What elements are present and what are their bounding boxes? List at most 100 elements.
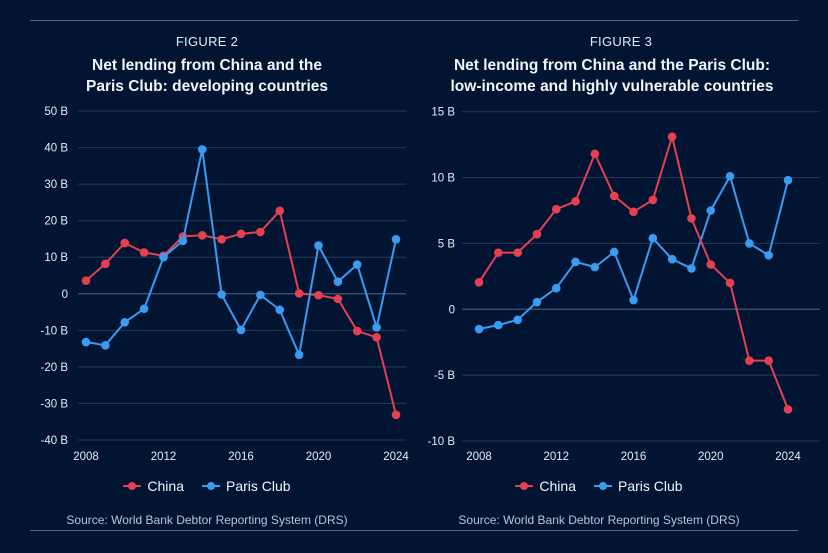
china-point-2017[interactable]	[648, 195, 658, 205]
china-point-2021[interactable]	[333, 294, 343, 304]
paris-club-point-2011[interactable]	[139, 304, 149, 314]
paris-club-point-2020[interactable]	[706, 206, 716, 215]
china-point-2023[interactable]	[764, 356, 773, 365]
china-point-2013[interactable]	[571, 196, 580, 206]
paris-club-point-2012[interactable]	[551, 283, 561, 293]
legend-item-china[interactable]: China	[515, 478, 576, 494]
paris-club-point-2013[interactable]	[178, 236, 188, 246]
paris-club-point-2015[interactable]	[217, 290, 226, 299]
china-point-2019[interactable]	[687, 214, 696, 223]
paris-club-point-2021[interactable]	[725, 171, 735, 181]
bottom-divider	[30, 530, 798, 531]
paris-club-point-2021[interactable]	[333, 277, 343, 287]
china-point-2022[interactable]	[745, 356, 754, 365]
source-note: Source: World Bank Debtor Reporting Syst…	[66, 513, 348, 527]
china-point-2012[interactable]	[551, 204, 561, 214]
china-point-2019[interactable]	[294, 289, 304, 298]
china-point-2009[interactable]	[101, 259, 110, 269]
y-tick-label: 10 B	[431, 173, 455, 185]
paris-club-point-2022[interactable]	[352, 260, 362, 269]
chart-title-line-1: Net lending from China and the Paris Clu…	[453, 57, 771, 74]
x-tick-label: 2012	[543, 451, 569, 463]
x-tick-label: 2008	[466, 451, 492, 463]
paris-club-point-2015[interactable]	[609, 247, 619, 257]
x-tick-label: 2020	[306, 451, 332, 463]
china-series-line	[85, 209, 397, 416]
x-tick-label: 2024	[775, 451, 801, 463]
legend-item-china[interactable]: China	[123, 478, 184, 494]
figure-3-chart: 15 B 10 B 5 B 0 -5 B -10 B 2008 2012 2016 2020 202…	[428, 107, 820, 463]
paris-club-point-2009[interactable]	[494, 320, 503, 330]
china-point-2023[interactable]	[372, 332, 381, 342]
china-point-2010[interactable]	[513, 248, 522, 257]
x-tick-label: 2016	[228, 451, 254, 463]
y-tick-label: -40 B	[41, 435, 69, 447]
legend-item-paris-club[interactable]: Paris Club	[202, 478, 291, 494]
paris-club-point-2012[interactable]	[159, 252, 168, 262]
paris-club-point-2018[interactable]	[667, 254, 677, 264]
paris-club-point-2018[interactable]	[275, 305, 285, 315]
y-tick-label: 15 B	[431, 107, 455, 119]
paris-club-point-2017[interactable]	[256, 290, 265, 300]
china-point-2020[interactable]	[706, 260, 716, 269]
paris-club-point-2016[interactable]	[629, 295, 638, 305]
china-point-2011[interactable]	[532, 229, 542, 239]
paris-club-point-2008[interactable]	[81, 337, 91, 347]
paris-club-point-2011[interactable]	[532, 297, 542, 307]
y-tick-label: 30 B	[44, 179, 68, 191]
paris-club-point-2020[interactable]	[314, 241, 323, 250]
china-point-2016[interactable]	[236, 229, 246, 239]
china-point-2015[interactable]	[217, 235, 226, 244]
source-note: Source: World Bank Debtor Reporting Syst…	[458, 513, 740, 527]
paris-club-point-2019[interactable]	[294, 350, 304, 360]
figure-label: FIGURE 2	[175, 34, 239, 49]
y-tick-label: -5 B	[434, 370, 455, 382]
china-point-2021[interactable]	[725, 278, 735, 288]
china-point-2014[interactable]	[197, 230, 207, 240]
china-point-2014[interactable]	[590, 149, 600, 159]
paris-club-point-2010[interactable]	[513, 315, 522, 325]
legend-item-paris-club[interactable]: Paris Club	[594, 478, 683, 494]
y-tick-label: 20 B	[44, 216, 68, 228]
paris-club-point-2014[interactable]	[590, 262, 600, 272]
china-point-2016[interactable]	[629, 207, 638, 217]
paris-club-point-2010[interactable]	[120, 317, 130, 327]
chart-title-line-1: Net lending from China and the	[92, 57, 322, 74]
figure-2-panel: FIGURE 2 Net lending from China and the …	[41, 34, 410, 527]
paris-club-point-2009[interactable]	[101, 341, 110, 350]
y-tick-label: 40 B	[44, 143, 68, 155]
figure-label: FIGURE 3	[589, 34, 653, 49]
china-point-2015[interactable]	[609, 191, 619, 201]
paris-club-point-2017[interactable]	[648, 233, 658, 243]
china-point-2010[interactable]	[120, 238, 130, 248]
china-point-2018[interactable]	[275, 206, 285, 216]
paris-club-point-2024[interactable]	[783, 175, 793, 185]
y-tick-label: 5 B	[438, 238, 456, 250]
figure-3-panel: FIGURE 3 Net lending from China and the …	[414, 0, 828, 553]
paris-club-point-2008[interactable]	[474, 324, 484, 334]
paris-club-point-2014[interactable]	[197, 145, 207, 154]
legend: China Paris Club	[392, 478, 806, 494]
china-point-2018[interactable]	[667, 132, 677, 142]
paris-club-point-2022[interactable]	[745, 239, 754, 248]
china-point-2017[interactable]	[256, 227, 265, 237]
paris-club-point-2024[interactable]	[391, 235, 401, 244]
china-point-2008[interactable]	[81, 276, 91, 285]
figure-2-chart: 50 B 40 B 30 B 20 B 10 B 0 -10 B -20 B -30 B -40 …	[41, 106, 410, 463]
paris-club-point-2016[interactable]	[236, 325, 246, 335]
paris-club-point-2013[interactable]	[571, 257, 580, 267]
paris-club-point-2023[interactable]	[764, 250, 773, 260]
china-point-2022[interactable]	[352, 326, 362, 336]
china-point-2009[interactable]	[494, 248, 503, 257]
paris-club-series-line	[85, 148, 397, 356]
china-point-2008[interactable]	[474, 277, 484, 287]
china-line-marker-icon	[515, 481, 534, 491]
china-point-2024[interactable]	[783, 405, 793, 414]
china-point-2024[interactable]	[391, 410, 401, 420]
paris-club-point-2019[interactable]	[687, 264, 696, 273]
paris-club-point-2023[interactable]	[372, 323, 381, 332]
china-point-2020[interactable]	[314, 290, 323, 300]
paris-club-series-line	[478, 175, 789, 331]
legend-label: Paris Club	[618, 478, 683, 494]
china-point-2011[interactable]	[139, 248, 149, 257]
